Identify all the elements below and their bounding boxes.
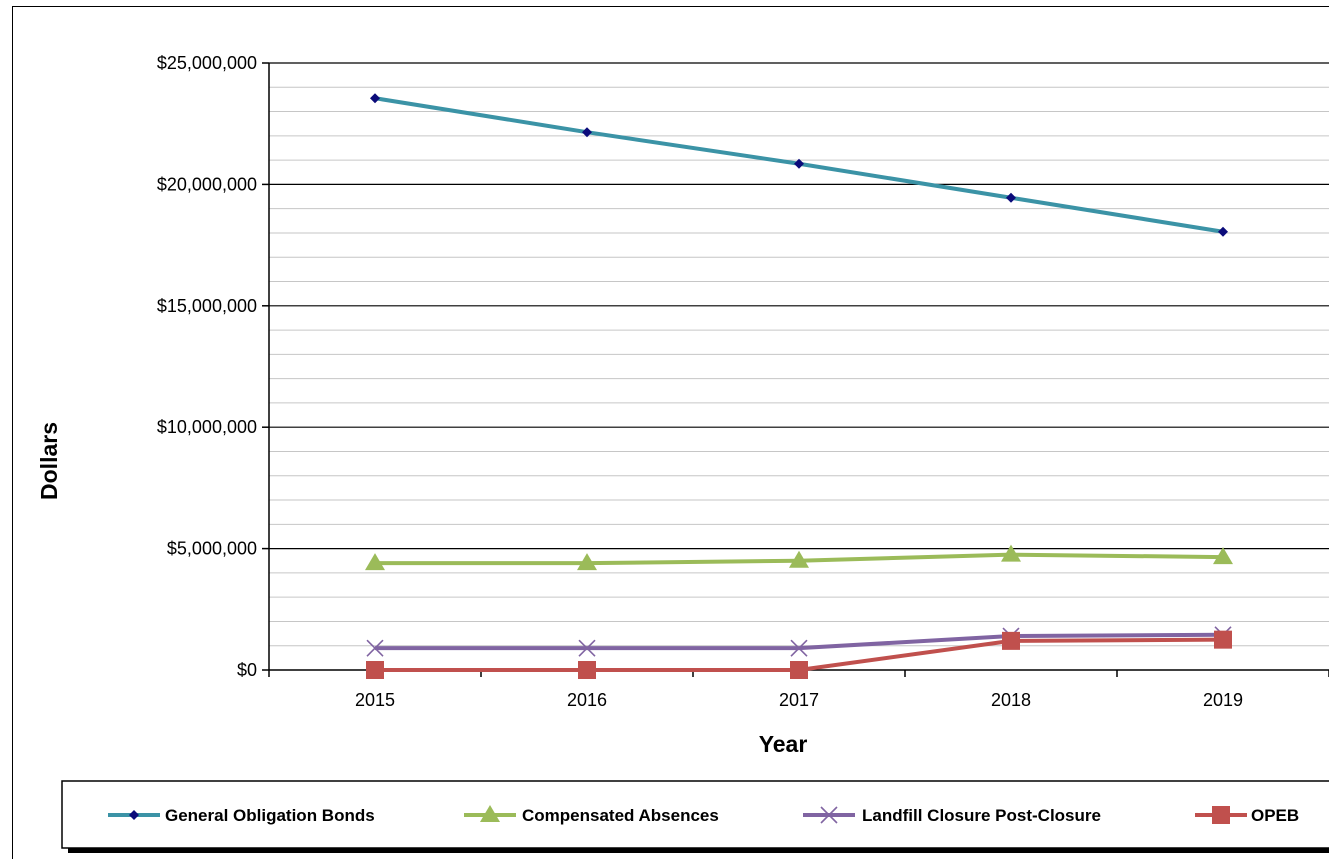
data-point bbox=[366, 661, 384, 679]
y-tick-label: $5,000,000 bbox=[167, 539, 257, 559]
x-tick-label: 2017 bbox=[779, 690, 819, 710]
x-tick-label: 2019 bbox=[1203, 690, 1243, 710]
data-point bbox=[577, 553, 597, 571]
data-point bbox=[1218, 226, 1228, 237]
data-point bbox=[370, 93, 380, 104]
legend-box bbox=[61, 780, 1329, 849]
legend-label: OPEB bbox=[1251, 806, 1299, 825]
data-point bbox=[365, 553, 385, 571]
y-tick-label: $15,000,000 bbox=[157, 296, 257, 316]
data-point bbox=[1213, 547, 1233, 565]
data-point bbox=[790, 661, 808, 679]
y-tick-label: $0 bbox=[237, 660, 257, 680]
x-tick-label: 2016 bbox=[567, 690, 607, 710]
major-gridlines bbox=[269, 62, 1329, 550]
y-tick-label: $25,000,000 bbox=[157, 53, 257, 73]
legend-marker bbox=[480, 805, 500, 822]
legend-label: Compensated Absences bbox=[522, 806, 719, 825]
axes bbox=[262, 62, 1329, 677]
data-point bbox=[582, 127, 592, 138]
data-point bbox=[366, 639, 384, 657]
data-point-stroke bbox=[790, 639, 808, 657]
legend-marker bbox=[1212, 806, 1230, 824]
chart-frame bbox=[12, 6, 1329, 859]
y-axis-title: Dollars bbox=[36, 422, 62, 500]
data-point-stroke bbox=[578, 639, 596, 657]
x-axis-tick-labels: 2015 2016 2017 2018 2019 bbox=[355, 690, 1243, 710]
y-tick-label: $20,000,000 bbox=[157, 174, 257, 194]
x-tick-label: 2018 bbox=[991, 690, 1031, 710]
legend-marker bbox=[129, 810, 139, 820]
data-point bbox=[790, 639, 808, 657]
minor-gridlines bbox=[269, 86, 1329, 647]
y-tick-label: $10,000,000 bbox=[157, 417, 257, 437]
data-point bbox=[794, 158, 804, 169]
data-point bbox=[1214, 630, 1232, 649]
legend-label: General Obligation Bonds bbox=[165, 806, 375, 825]
x-axis-title: Year bbox=[759, 731, 808, 757]
legend-items: General Obligation Bonds Compensated Abse… bbox=[108, 805, 1299, 825]
data-point bbox=[1002, 631, 1020, 650]
data-point bbox=[1001, 544, 1021, 562]
data-point bbox=[1006, 192, 1016, 203]
data-point-stroke bbox=[366, 639, 384, 657]
legend-marker-stroke bbox=[820, 806, 838, 824]
data-point bbox=[578, 639, 596, 657]
x-tick-label: 2015 bbox=[355, 690, 395, 710]
legend-label: Landfill Closure Post-Closure bbox=[862, 806, 1101, 825]
legend: General Obligation Bonds Compensated Abse… bbox=[61, 780, 1329, 853]
data-point bbox=[789, 550, 809, 568]
legend-marker bbox=[820, 806, 838, 824]
data-point bbox=[578, 661, 596, 679]
y-axis-tick-labels: $0 $5,000,000 $10,000,000 $15,000,000 $20,00… bbox=[157, 53, 257, 680]
series-markers bbox=[365, 93, 1233, 679]
